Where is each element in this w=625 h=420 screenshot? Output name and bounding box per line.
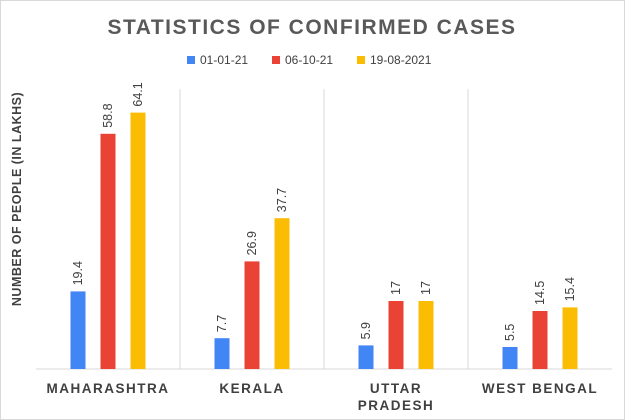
data-label: 7.7 — [215, 315, 229, 332]
data-label: 19.4 — [71, 261, 85, 285]
data-label: 14.5 — [533, 281, 547, 305]
data-label: 17 — [389, 281, 403, 295]
y-axis-label: NUMBER OF PEOPLE (IN LAKHS) — [10, 92, 24, 306]
bar — [100, 133, 116, 369]
data-label: 64.1 — [131, 82, 145, 106]
bar — [418, 301, 434, 369]
data-label: 58.8 — [101, 103, 115, 127]
category-label: UTTAR — [370, 381, 422, 396]
bar — [214, 338, 230, 369]
legend-swatch-2 — [272, 56, 280, 64]
legend-label-1: 01-01-21 — [200, 53, 248, 67]
bar — [70, 291, 86, 369]
data-label: 17 — [419, 281, 433, 295]
bar — [130, 112, 146, 369]
data-label: 26.9 — [245, 231, 259, 255]
chart-legend: 01-01-21 06-10-21 19-08-2021 — [187, 53, 432, 67]
bar — [532, 311, 548, 369]
legend-label-2: 06-10-21 — [285, 53, 333, 67]
bar — [388, 301, 404, 369]
data-label: 5.5 — [503, 324, 517, 341]
legend-swatch-3 — [357, 56, 365, 64]
bar — [244, 261, 260, 369]
legend-label-3: 19-08-2021 — [370, 53, 432, 67]
data-label: 37.7 — [275, 188, 289, 212]
plot-area: 19.4 58.8 64.1 MAHARASHTRA 7.7 26.9 37.7 KERALA… — [36, 82, 612, 413]
legend-swatch-1 — [187, 56, 195, 64]
data-label: 5.9 — [359, 322, 373, 339]
category-label: MAHARASHTRA — [47, 381, 170, 396]
chart-title: STATISTICS OF CONFIRMED CASES — [107, 16, 516, 39]
category-label: PRADESH — [358, 398, 435, 413]
category-label: WEST BENGAL — [482, 381, 598, 396]
data-label: 15.4 — [563, 277, 577, 301]
bar — [358, 345, 374, 369]
category-label: KERALA — [219, 381, 284, 396]
bar — [274, 218, 290, 369]
bar — [502, 347, 518, 369]
bar — [562, 307, 578, 369]
